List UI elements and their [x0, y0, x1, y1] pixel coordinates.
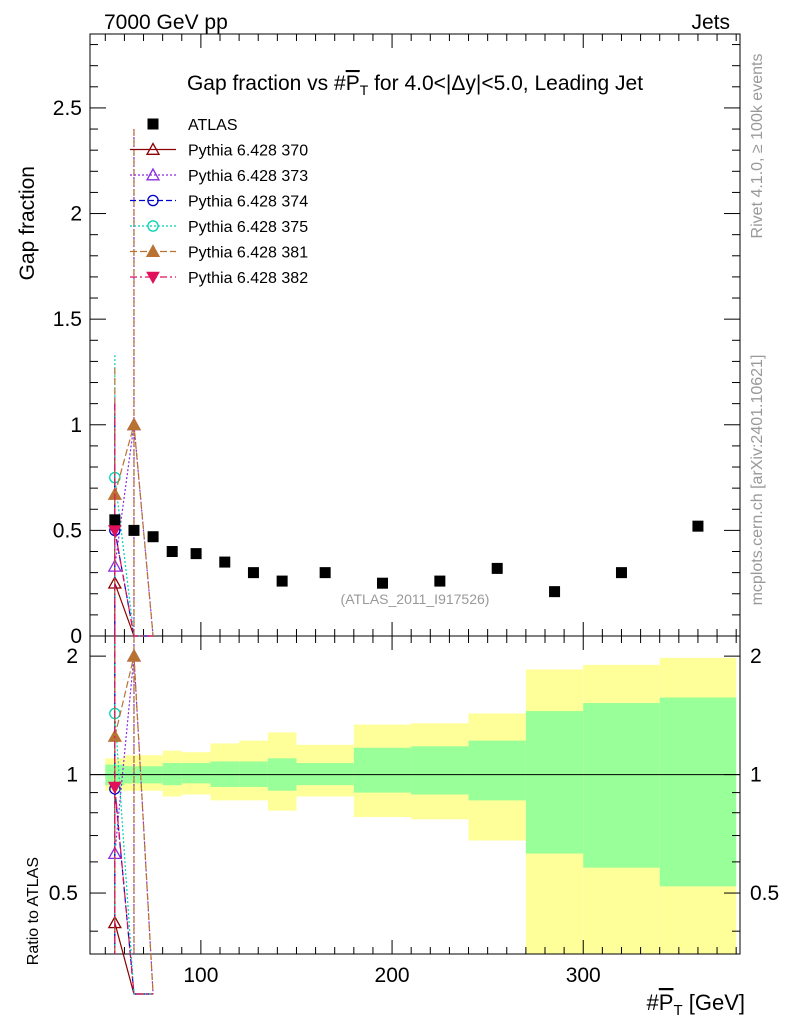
atlas-point: [319, 567, 331, 579]
band-inner: [659, 697, 737, 887]
x-axis-label: #PT [GeV]: [647, 990, 745, 1019]
ratio-tick-label-right: 1: [750, 764, 762, 787]
main-ylabel: Gap fraction: [16, 166, 39, 280]
atlas-data-points: [109, 514, 704, 598]
mcplots-label: mcplots.cern.ch [arXiv:2401.10621]: [749, 355, 766, 606]
atlas-point: [147, 531, 159, 543]
mc-ratio-point-p381: [126, 648, 142, 662]
atlas-point: [434, 575, 446, 587]
header-process: Jets: [691, 11, 730, 34]
legend-label-p375: Pythia 6.428 375: [188, 219, 308, 236]
mc-curves: [107, 129, 154, 995]
x-tick-label: 200: [375, 964, 410, 987]
legend-marker-p375: [147, 220, 159, 232]
legend-label-p382: Pythia 6.428 382: [188, 270, 308, 287]
band-inner: [181, 763, 211, 784]
legend-marker-p382: [146, 271, 160, 285]
atlas-point: [615, 567, 627, 579]
legend-marker-p370: [145, 142, 161, 155]
ratio-ylabel: Ratio to ATLAS: [25, 857, 42, 965]
y-tick-label: 1.5: [53, 308, 82, 331]
atlas-point: [166, 546, 178, 558]
mc-line-p382: [114, 530, 154, 637]
y-tick-label: 2: [70, 203, 82, 226]
header-energy: 7000 GeV pp: [104, 11, 228, 34]
ratio-uncertainty-bands: [90, 657, 740, 954]
y-tick-label: 0: [70, 625, 82, 648]
legend-atlas-marker: [147, 118, 159, 130]
atlas-point: [692, 520, 704, 532]
mc-point-p382: [108, 525, 122, 538]
legend-label-p370: Pythia 6.428 370: [188, 143, 308, 160]
mc-ratio-line-p382: [114, 786, 154, 995]
analysis-tag: (ATLAS_2011_I917526): [341, 591, 490, 607]
chart-title: Gap fraction vs #PT for 4.0<|Δy|<5.0, Le…: [187, 72, 643, 98]
legend-marker-p373: [145, 167, 161, 181]
atlas-point: [549, 586, 561, 598]
band-inner: [583, 703, 660, 868]
band-inner: [411, 746, 469, 795]
y-tick-label: 1: [70, 414, 82, 437]
x-tick-label: 100: [183, 964, 218, 987]
legend-atlas-label: ATLAS: [188, 117, 238, 134]
ratio-tick-label: 1: [66, 764, 78, 787]
band-inner: [353, 747, 412, 793]
ratio-tick-label-right: 0.5: [750, 882, 779, 905]
legend-marker-p374: [147, 194, 159, 207]
mc-point-p381: [126, 417, 142, 431]
band-inner: [525, 711, 584, 854]
ratio-tick-label: 2: [66, 645, 78, 668]
y-tick-label: 0.5: [53, 519, 82, 542]
mc-ratio-point-p382: [108, 781, 122, 795]
axis-ticks: 100 200 300 0 0.5 1 1.5 2 2.5 0.5 0.5 1 1 2 2: [49, 34, 779, 987]
band-inner: [468, 740, 526, 801]
y-tick-label: 2.5: [53, 97, 82, 120]
atlas-point: [190, 548, 202, 560]
x-tick-label: 300: [566, 964, 601, 987]
atlas-point: [491, 562, 503, 574]
rivet-label: Rivet 4.1.0, ≥ 100k events: [749, 54, 766, 239]
ratio-panel-frame: [89, 635, 741, 955]
atlas-point: [128, 524, 140, 536]
atlas-point: [109, 514, 121, 526]
legend: ATLAS Pythia 6.428 370 Pythia 6.428 373 Pyt…: [130, 117, 308, 287]
ratio-tick-label: 0.5: [49, 882, 78, 905]
legend-label-p373: Pythia 6.428 373: [188, 168, 308, 185]
atlas-point: [219, 556, 231, 568]
legend-marker-p381: [145, 244, 161, 257]
atlas-point: [276, 575, 288, 587]
ratio-tick-label-right: 2: [750, 645, 762, 668]
atlas-point: [247, 567, 259, 579]
legend-label-p381: Pythia 6.428 381: [188, 245, 308, 262]
legend-label-p374: Pythia 6.428 374: [188, 194, 308, 211]
atlas-point: [377, 577, 388, 589]
